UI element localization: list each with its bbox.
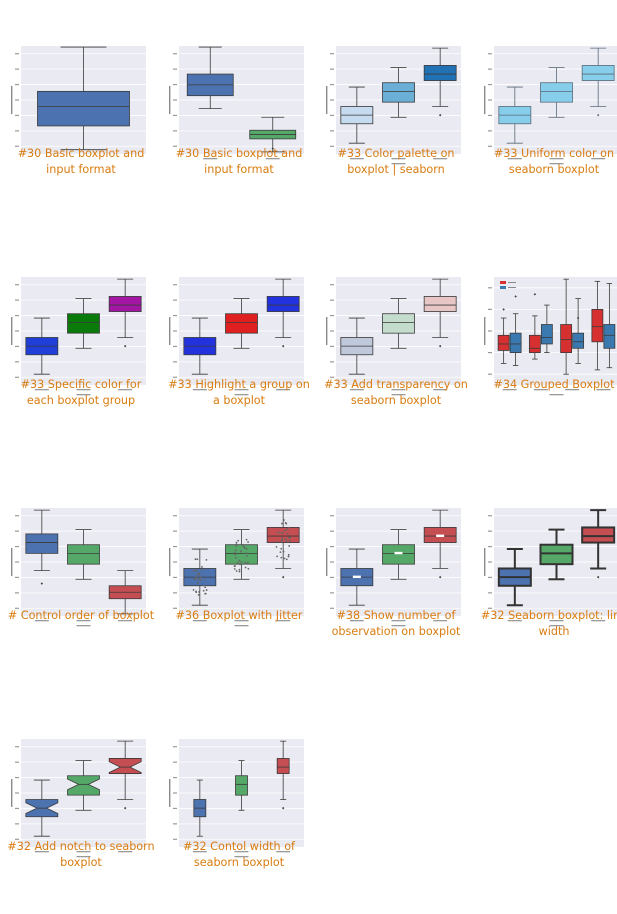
boxplot-box [25,317,59,375]
boxplot-box [498,86,532,144]
card-caption-link[interactable]: #34 Grouped Boxplot [493,378,615,391]
gallery-card[interactable]: #33 Specific color for each boxplot grou… [6,231,156,436]
boxplot-box [540,67,573,118]
boxplot-chart [484,508,617,627]
boxplot-thumbnail[interactable] [324,502,464,632]
boxplot-chart [11,739,146,858]
boxplot-thumbnail[interactable] [167,271,307,401]
boxplot-box [572,298,585,364]
boxplot-chart [484,277,617,396]
boxplot-box [509,295,522,366]
boxplot-box [249,116,297,153]
boxplot-box [186,46,234,110]
gallery-card[interactable]: # Control order of boxplot [6,462,156,667]
card-caption-link[interactable]: #32 Contol width of seaborn boxplot [183,840,295,869]
gallery-card[interactable]: #30 Basic boxplot and input format [6,0,156,205]
boxplot-box [581,47,615,117]
gallery-card[interactable]: #36 Boxplot with Jitter [164,462,314,667]
boxplot-thumbnail[interactable] [167,40,307,170]
boxplot-box [183,548,217,606]
card-caption-link[interactable]: # Control order of boxplot [7,609,155,622]
gallery-card[interactable]: #30 Basic boxplot and input format [164,0,314,205]
boxplot-chart [169,277,304,396]
boxplot-thumbnail[interactable] [167,502,307,632]
card-caption-link[interactable]: #32 Seaborn boxplot: line width [480,609,617,638]
boxplot-box [382,298,415,349]
boxplot-chart [11,508,146,627]
boxplot-thumbnail[interactable] [9,502,149,632]
boxplot-chart [11,46,146,154]
boxplot-chart [326,508,461,627]
card-caption-link[interactable]: #38 Show number of observation on boxplo… [331,609,461,638]
boxplot-box [276,740,290,810]
card-caption-link[interactable]: #33 Color palette on boxplot | seaborn [337,147,455,176]
card-caption-link[interactable]: #36 Boxplot with Jitter [175,609,303,622]
boxplot-box [423,278,457,348]
boxplot-box [540,304,553,353]
boxplot-chart [326,46,461,165]
boxplot-box [235,760,248,811]
card-caption-link[interactable]: #30 Basic boxplot and input format [17,147,145,176]
boxplot-box [193,779,207,837]
boxplot-box [423,47,457,117]
boxplot-box [266,278,300,348]
boxplot-thumbnail[interactable] [482,40,617,170]
boxplot-box [340,86,374,144]
boxplot-thumbnail[interactable] [167,733,307,863]
boxplot-chart [169,739,304,858]
gallery-card[interactable]: #33 Add transparency on seaborn boxplot [321,231,471,436]
boxplot-box [225,529,258,580]
gallery-card[interactable]: #33 Uniform color on seaborn boxplot [479,0,617,205]
boxplot-box [67,760,100,811]
boxplot-thumbnail[interactable] [9,733,149,863]
card-caption-link[interactable]: #33 Uniform color on seaborn boxplot [493,147,615,176]
boxplot-box [37,46,130,151]
boxplot-thumbnail[interactable] [482,502,617,632]
boxplot-box [183,317,217,375]
boxplot-box [591,280,604,371]
boxplot-thumbnail[interactable] [324,271,464,401]
boxplot-chart [326,277,461,396]
boxplot-box [67,529,100,580]
gallery-card[interactable]: #34 Grouped Boxplot [479,231,617,436]
card-caption-link[interactable]: #33 Highlight a group on a boxplot [168,378,310,407]
boxplot-box [225,298,258,349]
boxplot-box [539,528,574,581]
boxplot-chart [169,46,304,160]
card-caption-link[interactable]: #30 Basic boxplot and input format [175,147,303,176]
boxplot-box [108,278,142,348]
boxplot-thumbnail[interactable] [9,40,149,170]
boxplot-box [382,67,415,118]
gallery-card[interactable]: #33 Color palette on boxplot | seaborn [321,0,471,205]
gallery-card[interactable]: #32 Add notch to seaborn boxplot [6,693,156,898]
boxplot-chart [11,277,146,396]
boxplot-box [497,308,510,364]
card-caption-link[interactable]: #32 Add notch to seaborn boxplot [7,840,155,869]
boxplot-box [382,529,415,580]
gallery-card[interactable]: #38 Show number of observation on boxplo… [321,462,471,667]
boxplot-box [581,509,616,579]
boxplot-thumbnail[interactable] [324,40,464,170]
gallery-card[interactable]: #33 Highlight a group on a boxplot [164,231,314,436]
boxplot-box [497,548,532,607]
gallery-card[interactable]: #32 Seaborn boxplot: line width [479,462,617,667]
boxplot-box [25,779,59,837]
card-caption-link[interactable]: #33 Add transparency on seaborn boxplot [324,378,468,407]
boxplot-box [528,293,541,360]
boxplot-thumbnail[interactable] [9,271,149,401]
boxplot-box [603,283,616,369]
card-caption-link[interactable]: #33 Specific color for each boxplot grou… [20,378,142,407]
boxplot-box [266,509,300,579]
gallery-card[interactable]: #32 Contol width of seaborn boxplot [164,693,314,898]
boxplot-chart [484,46,617,165]
boxplot-box [67,298,100,349]
boxplot-box [108,740,142,810]
boxplot-box [108,570,142,615]
boxplot-box [340,317,374,375]
boxplot-thumbnail[interactable] [482,271,617,401]
boxplot-box [560,278,573,375]
boxplot-chart [169,508,304,627]
